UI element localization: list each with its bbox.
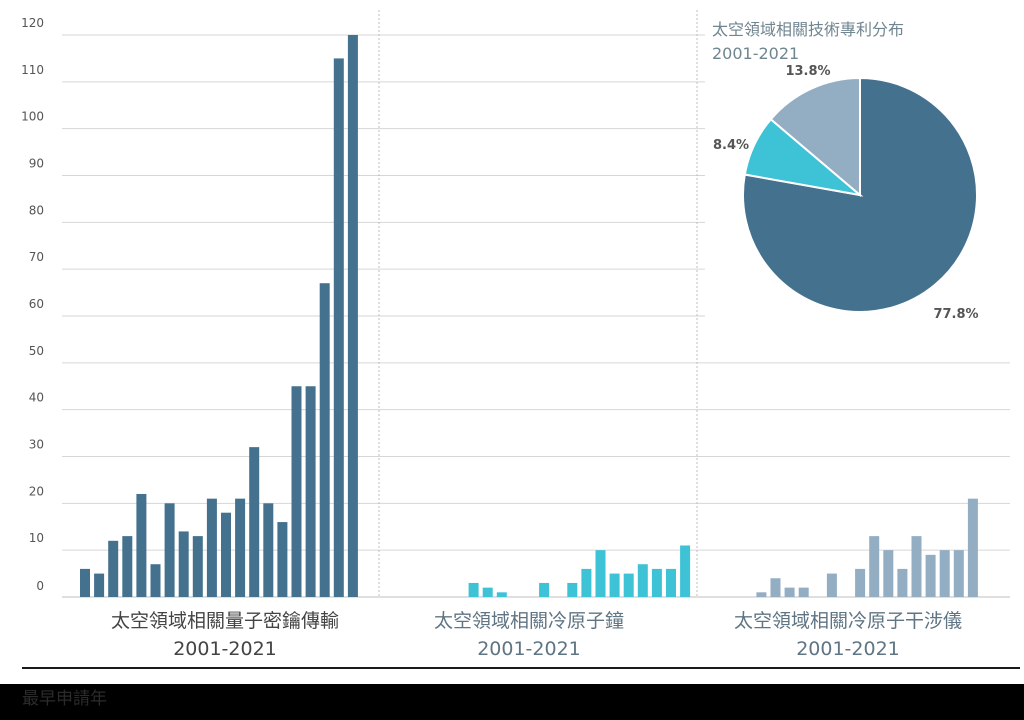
- bar: [967, 498, 978, 597]
- bar: [609, 573, 620, 597]
- y-tick-label: 60: [29, 297, 44, 311]
- y-tick-label: 90: [29, 157, 44, 171]
- pie-slice-label: 13.8%: [785, 64, 830, 79]
- bar: [798, 587, 809, 597]
- bar: [263, 503, 274, 597]
- panel-period: 2001-2021: [173, 638, 277, 660]
- bar: [595, 550, 606, 597]
- bar: [319, 283, 330, 597]
- bar: [826, 573, 837, 597]
- footer-rule: [22, 667, 1020, 669]
- y-tick-label: 10: [29, 531, 44, 545]
- bar: [567, 582, 578, 597]
- bar: [539, 582, 550, 597]
- bar: [883, 550, 894, 597]
- bar: [235, 498, 246, 597]
- y-tick-label: 30: [29, 438, 44, 452]
- y-tick-label: 50: [29, 344, 44, 358]
- bar: [756, 592, 767, 597]
- bar: [939, 550, 950, 597]
- bar: [953, 550, 964, 597]
- y-tick-label: 70: [29, 250, 44, 264]
- panel-subtitle: 太空領域相關冷原子干涉儀: [734, 610, 962, 632]
- panel-subtitle: 太空領域相關冷原子鐘: [434, 610, 624, 632]
- bar: [496, 592, 507, 597]
- bar: [911, 536, 922, 597]
- bar: [581, 568, 592, 597]
- y-tick-label: 120: [21, 16, 44, 30]
- panel-period: 2001-2021: [796, 638, 900, 660]
- bar: [192, 536, 203, 597]
- y-tick-label: 40: [29, 391, 44, 405]
- panel-subtitle: 太空領域相關量子密鑰傳輸: [111, 610, 339, 632]
- y-tick-label: 110: [21, 63, 44, 77]
- bar: [122, 536, 133, 597]
- bar: [637, 564, 648, 597]
- bar: [221, 512, 231, 597]
- bar: [468, 582, 479, 597]
- pie-slice-label: 8.4%: [713, 138, 749, 153]
- bar: [206, 498, 217, 597]
- bar: [680, 545, 691, 597]
- y-tick-label: 100: [21, 110, 44, 124]
- bar: [150, 564, 161, 597]
- bar: [666, 568, 676, 597]
- bar: [136, 493, 147, 597]
- bar: [784, 587, 795, 597]
- pie-period: 2001-2021: [712, 44, 799, 63]
- bar: [482, 587, 493, 597]
- bar: [305, 386, 316, 597]
- bar: [770, 578, 781, 597]
- bar: [855, 568, 866, 597]
- bar: [277, 522, 288, 597]
- bar: [80, 568, 90, 597]
- footer-bar: [0, 684, 1024, 720]
- bar: [291, 386, 302, 597]
- bar: [869, 536, 880, 597]
- bar: [347, 35, 358, 597]
- pie-slice-label: 77.8%: [933, 307, 978, 322]
- y-tick-label: 0: [36, 579, 44, 593]
- pie-title: 太空領域相關技術專利分布: [712, 20, 904, 39]
- panel-period: 2001-2021: [477, 638, 581, 660]
- pie-slice: [769, 76, 861, 198]
- x-axis-title: 最早申請年: [22, 689, 107, 709]
- bar: [623, 573, 634, 597]
- bar: [897, 568, 908, 597]
- bar: [333, 58, 344, 597]
- bar: [925, 554, 936, 597]
- bar: [651, 568, 662, 597]
- bar: [249, 447, 260, 597]
- bar: [164, 503, 175, 597]
- bar: [94, 573, 105, 597]
- bar: [178, 531, 189, 597]
- y-tick-label: 20: [29, 484, 44, 498]
- y-tick-label: 80: [29, 203, 44, 217]
- bar: [108, 540, 119, 597]
